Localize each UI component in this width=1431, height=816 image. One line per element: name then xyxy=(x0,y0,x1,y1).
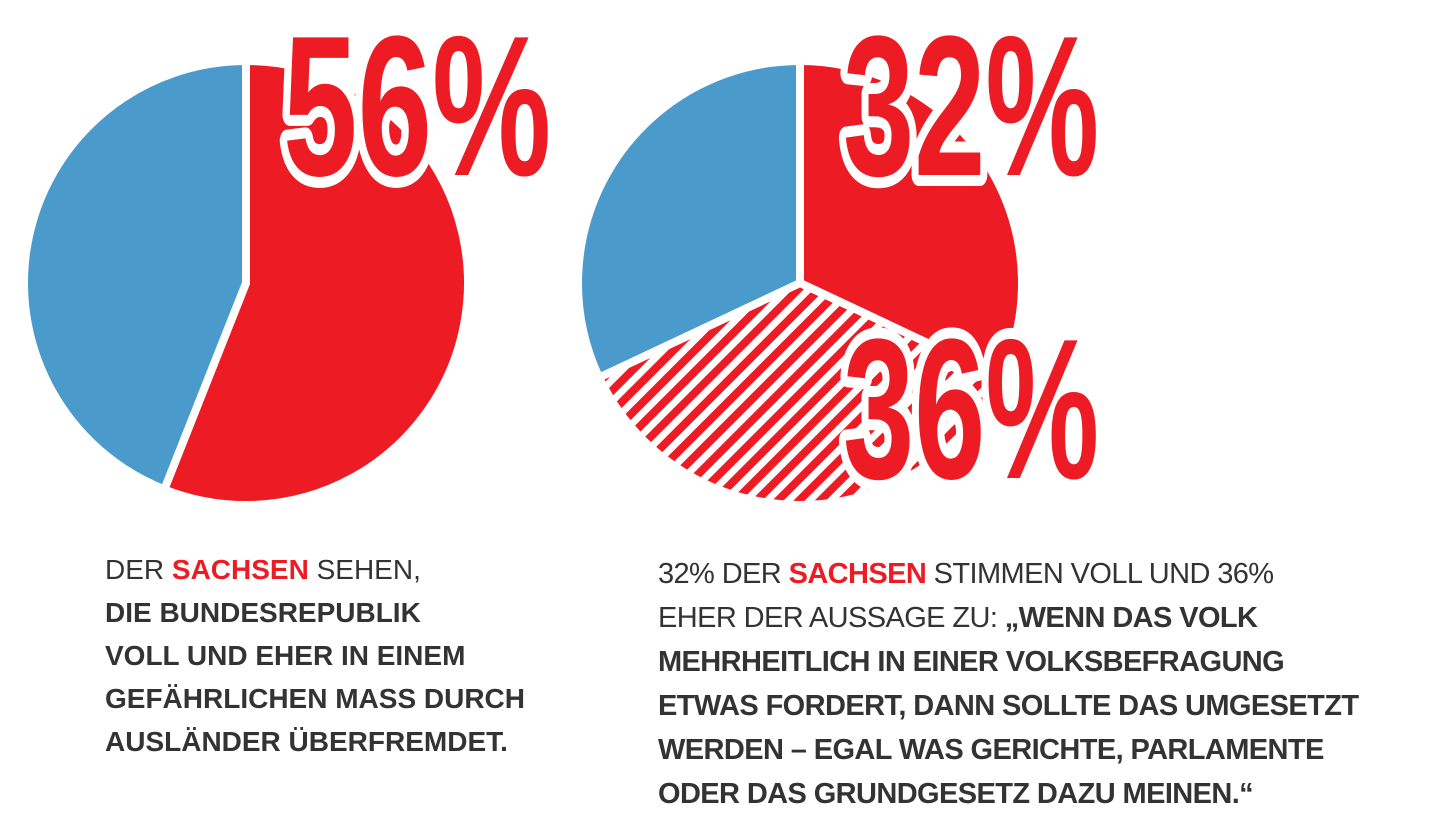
caption-text: „WENN DAS VOLK xyxy=(1004,602,1258,634)
pie-slice-56 xyxy=(159,56,472,509)
caption-left: DER SACHSEN SEHEN, DIE BUNDESREPUBLIK VOLL… xyxy=(105,548,525,763)
highlight-text: SACHSEN xyxy=(788,558,927,590)
caption-right: 32% DER SACHSEN STIMMEN VOLL UND 36% EHER… xyxy=(658,552,1359,816)
caption-text: WERDEN – EGAL WAS GERICHTE, PARLAMENTE xyxy=(658,734,1324,766)
pie-slice-44 xyxy=(20,56,250,495)
caption-text: EHER DER AUSSAGE ZU: xyxy=(658,602,1005,634)
caption-line: ODER DAS GRUNDGESETZ DAZU MEINEN.“ xyxy=(658,772,1358,816)
caption-line: ETWAS FORDERT, DANN SOLLTE DAS UMGESETZT xyxy=(658,684,1359,728)
caption-text: DIE BUNDESREPUBLIK xyxy=(105,597,421,628)
pie-chart-right xyxy=(574,56,1026,509)
pie-slice-36 xyxy=(593,278,1007,509)
caption-line: DIE BUNDESREPUBLIK xyxy=(105,591,525,634)
caption-text: DER xyxy=(105,554,172,585)
caption-line: AUSLÄNDER ÜBERFREMDET. xyxy=(105,720,525,763)
label-36-percent: 36% xyxy=(843,297,1099,521)
caption-text: STIMMEN VOLL UND 36% xyxy=(926,558,1274,590)
label-56-percent: 56% xyxy=(283,0,551,218)
caption-text: MEHRHEITLICH IN EINER VOLKSBEFRAGUNG xyxy=(658,646,1285,678)
caption-line: VOLL UND EHER IN EINEM xyxy=(105,634,525,677)
pie-slice-32 xyxy=(796,56,1026,383)
caption-text: GEFÄHRLICHEN MASS DURCH xyxy=(105,683,525,714)
highlight-text: SACHSEN xyxy=(171,554,309,585)
caption-text: AUSLÄNDER ÜBERFREMDET. xyxy=(105,726,508,757)
caption-text: SEHEN, xyxy=(308,554,421,585)
caption-text: ETWAS FORDERT, DANN SOLLTE DAS UMGESETZT xyxy=(658,690,1359,722)
label-32-percent: 32% xyxy=(843,0,1099,218)
caption-line: DER SACHSEN SEHEN, xyxy=(105,548,525,591)
pie-slice-32 xyxy=(574,56,804,383)
caption-line: WERDEN – EGAL WAS GERICHTE, PARLAMENTE xyxy=(658,728,1358,772)
caption-text: VOLL UND EHER IN EINEM xyxy=(105,640,466,671)
caption-line: MEHRHEITLICH IN EINER VOLKSBEFRAGUNG xyxy=(658,640,1358,684)
caption-text: 32% DER xyxy=(658,558,789,590)
caption-line: 32% DER SACHSEN STIMMEN VOLL UND 36% xyxy=(658,552,1358,596)
caption-text: ODER DAS GRUNDGESETZ DAZU MEINEN.“ xyxy=(658,778,1254,810)
caption-line: GEFÄHRLICHEN MASS DURCH xyxy=(105,677,525,720)
pie-chart-left xyxy=(20,56,472,509)
caption-line: EHER DER AUSSAGE ZU: „WENN DAS VOLK xyxy=(658,596,1358,640)
